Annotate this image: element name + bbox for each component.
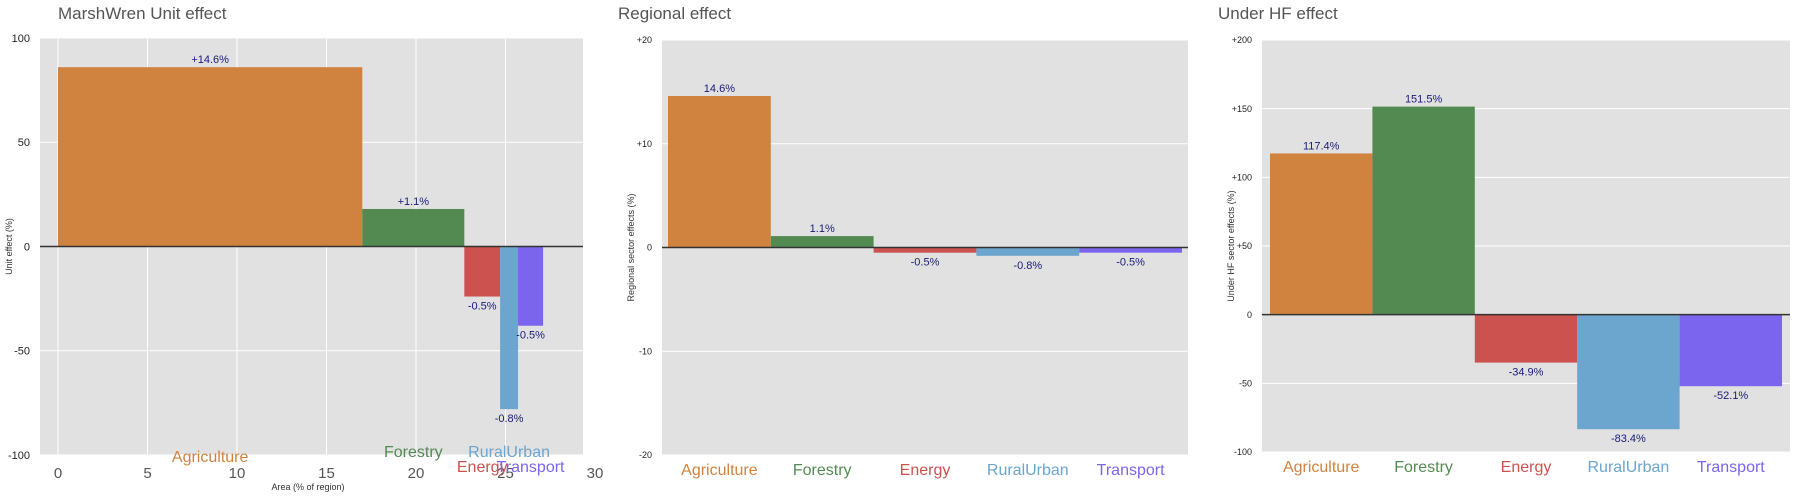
bar-energy: [1474, 314, 1578, 363]
category-label: RuralUrban: [987, 462, 1069, 479]
category-label: Energy: [457, 459, 508, 476]
category-label: Transport: [1097, 462, 1165, 479]
bar-ruralurban: [500, 246, 519, 410]
y-tick-label: -50: [14, 346, 30, 358]
y-tick-label: 0: [647, 243, 652, 253]
data-label: -83.4%: [1611, 433, 1646, 445]
y-tick-label: 0: [1247, 310, 1252, 320]
x-axis-label: Area (% of region): [271, 482, 344, 492]
y-tick-label: +20: [637, 35, 652, 45]
bar-ruralurban: [976, 247, 1080, 256]
category-label: Energy: [900, 462, 951, 479]
y-axis-label: Unit effect (%): [4, 218, 14, 275]
bar-energy: [464, 246, 501, 297]
bar-forestry: [362, 208, 465, 247]
chart-title: MarshWren Unit effect: [58, 4, 227, 23]
bar-agriculture: [58, 67, 363, 247]
bar-transport: [518, 246, 544, 326]
bar-transport: [1079, 247, 1182, 253]
regional-effect-panel: Regional effect +20 +10 0 -10 -20 Regional se…: [600, 0, 1200, 500]
y-tick-label: -20: [639, 450, 652, 460]
bar-agriculture: [668, 96, 771, 248]
y-tick-label: 100: [12, 33, 30, 45]
y-axis-label: Under HF sector effects (%): [1226, 190, 1236, 301]
data-label: -0.5%: [516, 330, 545, 342]
unit-effect-chart: 0 5 10 15 20 25 30 100 50 0 -50 -100 Unit effect (%)…: [4, 33, 603, 492]
category-label: Forestry: [793, 462, 852, 479]
category-label: Agriculture: [172, 449, 249, 466]
under-hf-effect-panel: Under HF effect +200 +150 +100 +50 0 -50 -100 U…: [1200, 0, 1800, 500]
category-label: Transport: [497, 459, 565, 476]
bar-energy: [873, 247, 977, 253]
chart-title: Under HF effect: [1218, 4, 1338, 23]
data-label: 151.5%: [1405, 94, 1443, 106]
x-tick-label: 25: [497, 465, 514, 482]
y-tick-label: +50: [1237, 241, 1252, 251]
x-tick-label: 15: [318, 465, 335, 482]
y-tick-label: -10: [639, 346, 652, 356]
y-tick-label: +10: [637, 139, 652, 149]
y-tick-label: -100: [8, 450, 30, 462]
y-tick-label: +150: [1232, 104, 1252, 114]
x-tick-label: 5: [143, 465, 151, 482]
chart-title: Regional effect: [618, 4, 732, 23]
bar-forestry: [770, 236, 874, 248]
data-label: -0.5%: [1116, 257, 1145, 269]
y-tick-label: -50: [1239, 378, 1252, 388]
y-tick-label: 50: [18, 137, 30, 149]
category-label: Forestry: [1394, 459, 1453, 476]
data-label: 117.4%: [1303, 140, 1340, 152]
y-tick-label: 0: [24, 241, 30, 253]
bar-agriculture: [1270, 153, 1373, 315]
data-label: 14.6%: [704, 83, 735, 95]
x-tick-label: 20: [408, 465, 425, 482]
bar-forestry: [1372, 106, 1475, 315]
under-hf-effect-chart: +200 +150 +100 +50 0 -50 -100 Under HF sector e…: [1226, 35, 1790, 476]
category-label: Energy: [1501, 459, 1552, 476]
data-label: -34.9%: [1509, 367, 1544, 379]
data-label: -0.8%: [1013, 260, 1042, 272]
category-label: Transport: [1697, 459, 1765, 476]
data-label: +1.1%: [398, 196, 430, 208]
category-label: Agriculture: [1283, 459, 1360, 476]
y-axis-label: Regional sector effects (%): [626, 194, 636, 302]
data-label: -52.1%: [1713, 390, 1748, 402]
bar-ruralurban: [1577, 314, 1680, 430]
data-label: -0.8%: [495, 413, 524, 425]
category-label: RuralUrban: [468, 444, 550, 461]
unit-effect-panel: MarshWren Unit effect 0 5 10 15 20 25 30 100 50 0…: [0, 0, 603, 500]
y-tick-label: +200: [1232, 35, 1252, 45]
data-label: +14.6%: [191, 54, 229, 66]
data-label: -0.5%: [911, 257, 940, 269]
y-tick-label: +100: [1232, 172, 1252, 182]
y-tick-label: -100: [1234, 447, 1252, 457]
regional-effect-chart: +20 +10 0 -10 -20 Regional sector effects (%)…: [626, 35, 1188, 479]
category-label: Agriculture: [681, 462, 758, 479]
data-label: -0.5%: [468, 301, 497, 313]
data-label: 1.1%: [810, 223, 835, 235]
category-label: RuralUrban: [1587, 459, 1669, 476]
bar-transport: [1679, 314, 1782, 387]
x-tick-label: 30: [587, 465, 604, 482]
x-tick-label: 0: [54, 465, 62, 482]
category-label: Forestry: [384, 444, 443, 461]
x-tick-label: 10: [229, 465, 246, 482]
